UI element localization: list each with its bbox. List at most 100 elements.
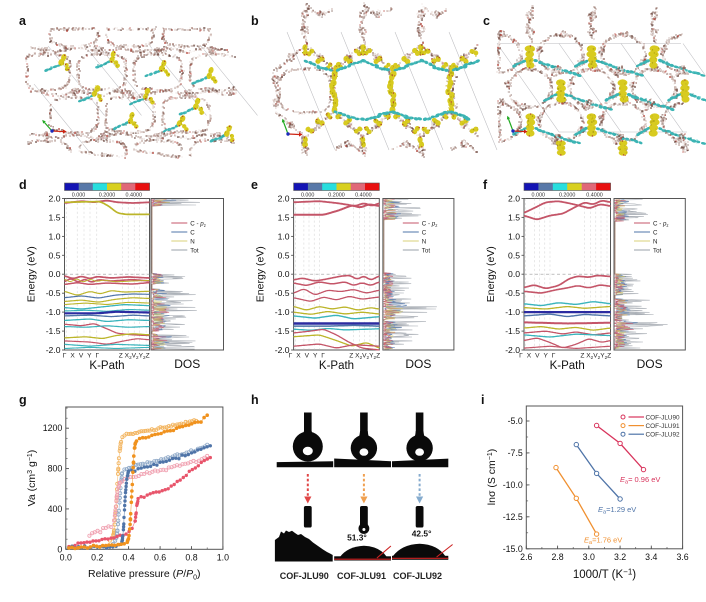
svg-text:Ea=1.29 eV: Ea=1.29 eV [598,505,636,516]
svg-text:0.000: 0.000 [532,193,546,199]
svg-text:-2.0: -2.0 [505,345,520,355]
svg-text:2.6: 2.6 [520,552,532,562]
svg-text:Energy (eV): Energy (eV) [26,246,38,302]
svg-text:-0.5: -0.5 [46,288,61,298]
svg-text:Ea= 0.96 eV: Ea= 0.96 eV [620,475,660,486]
svg-text:0.5: 0.5 [278,250,290,260]
svg-text:c: c [483,14,490,28]
svg-text:COF-JLU90: COF-JLU90 [280,571,329,581]
svg-text:2.0: 2.0 [508,194,520,204]
svg-text:C: C [653,229,658,236]
svg-text:K-Path: K-Path [319,360,354,372]
svg-text:0.2000: 0.2000 [559,193,576,199]
svg-text:Tot: Tot [190,247,199,254]
svg-text:0.2000: 0.2000 [328,193,345,199]
svg-text:N: N [422,238,426,245]
svg-text:0.0: 0.0 [508,269,520,279]
svg-text:K-Path: K-Path [550,360,585,372]
svg-text:1000/T (K−1): 1000/T (K−1) [573,568,636,582]
svg-text:0.000: 0.000 [301,193,315,199]
svg-text:0.2: 0.2 [91,552,103,562]
svg-text:i: i [481,393,484,407]
svg-text:-12.5: -12.5 [503,512,523,522]
svg-text:3.6: 3.6 [676,552,688,562]
svg-text:-1.5: -1.5 [46,326,61,336]
svg-text:-0.5: -0.5 [505,288,520,298]
svg-text:COF-JLU90: COF-JLU90 [646,414,681,421]
svg-text:51.3°: 51.3° [347,533,367,543]
svg-text:3.4: 3.4 [645,552,657,562]
svg-text:DOS: DOS [174,357,200,371]
svg-text:0.0: 0.0 [60,552,72,562]
svg-text:-1.5: -1.5 [505,326,520,336]
svg-text:0.4: 0.4 [122,552,134,562]
svg-text:-1.5: -1.5 [275,326,290,336]
svg-text:-0.5: -0.5 [275,288,290,298]
svg-text:1200: 1200 [43,423,63,433]
svg-text:0: 0 [57,544,62,554]
svg-text:lnσ (S cm−1): lnσ (S cm−1) [486,449,498,505]
svg-text:COF-JLU92: COF-JLU92 [393,571,442,581]
svg-text:Energy (eV): Energy (eV) [255,246,267,302]
svg-text:0.8: 0.8 [185,552,197,562]
svg-text:1.5: 1.5 [49,212,61,222]
svg-text:1.0: 1.0 [508,231,520,241]
svg-text:-10.0: -10.0 [503,480,523,490]
svg-text:Z X2V2Y2Z: Z X2V2Y2Z [349,353,380,361]
svg-text:f: f [483,178,488,192]
svg-text:1.5: 1.5 [278,212,290,222]
svg-text:0.5: 0.5 [508,250,520,260]
svg-text:DOS: DOS [637,357,663,371]
svg-text:N: N [190,238,194,245]
svg-text:Ea=1.76 eV: Ea=1.76 eV [584,536,622,547]
svg-text:Z X2V2Y2Z: Z X2V2Y2Z [580,353,611,361]
svg-text:-1.0: -1.0 [505,307,520,317]
svg-text:C: C [422,229,427,236]
svg-text:2.8: 2.8 [551,552,563,562]
svg-text:0.2000: 0.2000 [99,193,116,199]
svg-text:-2.0: -2.0 [275,345,290,355]
svg-text:1.0: 1.0 [49,231,61,241]
svg-text:C - pz: C - pz [653,220,669,228]
svg-text:Tot: Tot [422,247,431,254]
svg-text:0.6: 0.6 [154,552,166,562]
svg-text:Tot: Tot [653,247,662,254]
svg-text:COF-JLU91: COF-JLU91 [646,423,681,430]
svg-text:N: N [653,238,657,245]
svg-text:0.0: 0.0 [278,269,290,279]
svg-text:-1.0: -1.0 [275,307,290,317]
svg-text:g: g [19,393,27,407]
svg-text:0.4000: 0.4000 [355,193,372,199]
svg-text:a: a [19,14,27,28]
svg-text:-7.5: -7.5 [508,448,523,458]
svg-text:C - pz: C - pz [422,220,438,228]
svg-text:Relative pressure (P/P0): Relative pressure (P/P0) [88,568,200,582]
svg-text:h: h [251,393,259,407]
svg-text:K-Path: K-Path [89,360,124,372]
svg-text:COF-JLU91: COF-JLU91 [337,571,386,581]
svg-text:-2.0: -2.0 [46,345,61,355]
svg-text:0.4000: 0.4000 [126,193,143,199]
svg-text:e: e [251,178,258,192]
svg-text:3.0: 3.0 [583,552,595,562]
svg-text:0.0: 0.0 [49,269,61,279]
svg-text:3.2: 3.2 [614,552,626,562]
svg-text:-1.0: -1.0 [46,307,61,317]
svg-text:DOS: DOS [405,357,431,371]
svg-text:400: 400 [48,504,63,514]
svg-text:2.0: 2.0 [49,194,61,204]
svg-text:Γ X V Y Γ: Γ X V Y Γ [519,353,556,360]
svg-text:0.4000: 0.4000 [586,193,603,199]
svg-text:2.0: 2.0 [278,194,290,204]
svg-text:Γ X V Y Γ: Γ X V Y Γ [289,353,326,360]
svg-text:Γ X V Y Γ: Γ X V Y Γ [63,353,100,360]
svg-text:COF-JLU92: COF-JLU92 [646,432,681,439]
svg-text:b: b [251,14,259,28]
svg-text:42.5°: 42.5° [412,529,432,539]
svg-text:Z X2V2Y2Z: Z X2V2Y2Z [119,353,150,361]
svg-text:Energy (eV): Energy (eV) [485,246,497,302]
svg-text:0.5: 0.5 [49,250,61,260]
svg-text:1.0: 1.0 [278,231,290,241]
svg-text:C: C [190,229,195,236]
svg-text:-5.0: -5.0 [508,416,523,426]
